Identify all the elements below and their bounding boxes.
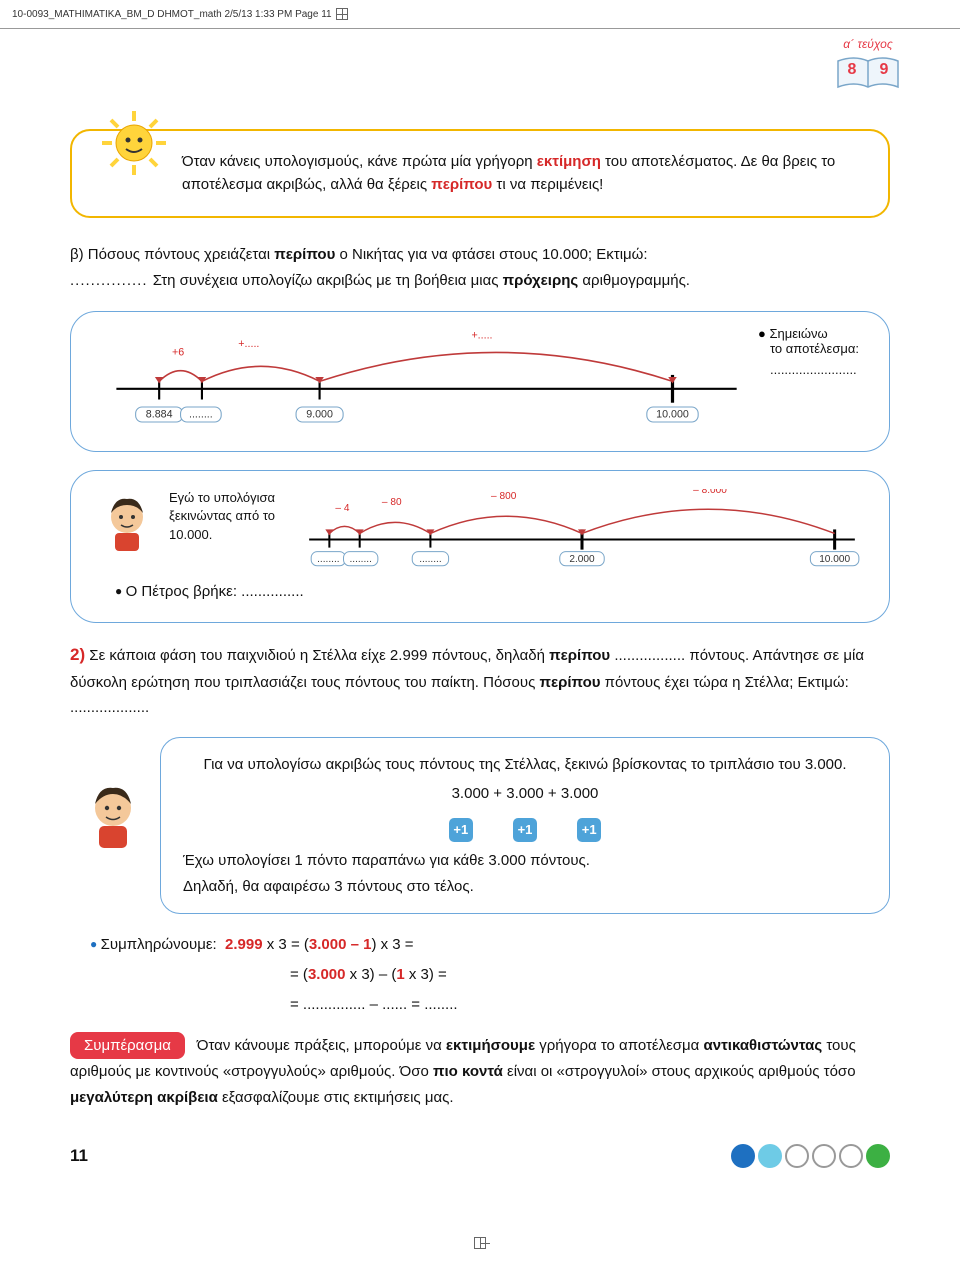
nl1-plus6: +6 [172,347,184,359]
progress-bead [812,1144,836,1168]
crop-mark-icon [336,8,348,20]
print-header: 10-0093_MATHIMATIKA_BM_D DHMOT_math 2/5/… [0,0,960,24]
boy-avatar-icon-2 [77,778,149,850]
svg-text:........: ........ [349,554,371,565]
book-page-right: 9 [880,61,889,79]
conclusion-block: Συμπέρασμα Όταν κάνουμε πράξεις, μπορούμ… [70,1032,890,1110]
eq-blank-line: = ............... – ...... = ........ [290,990,890,1020]
page-content: α´ τεύχος 8 9 [0,29,960,1208]
tip-text: Όταν κάνεις υπολογισμούς, κάνε πρώτα μία… [182,151,868,196]
plus1-badge: +1 [449,818,473,842]
progress-bead [866,1144,890,1168]
speech-bubble: Εγώ το υπολόγισα ξεκινώντας από το 10.00… [169,489,289,544]
bubble-sum: 3.000 + 3.000 + 3.000 [183,781,867,807]
tip-bold-2: περίπου [431,176,492,193]
nl1-plus-blank: +..... [238,338,259,350]
fill-dots [70,272,153,289]
petros-found: Ο Πέτρος βρήκε: ............... [115,583,865,600]
tip-box: Όταν κάνεις υπολογισμούς, κάνε πρώτα μία… [70,129,890,218]
equation-block: Συμπληρώνουμε: 2.999 x 3 = (3.000 – 1) x… [90,930,890,1020]
svg-text:10.000: 10.000 [819,554,850,565]
plus1-row: +1 +1 +1 [183,817,867,843]
svg-text:– 800: – 800 [491,491,517,502]
book-page-left: 8 [848,61,857,79]
plus1-badge: +1 [513,818,537,842]
crop-mark-icon [474,1237,486,1249]
question-b: β) Πόσους πόντους χρειάζεται περίπου ο Ν… [70,242,890,293]
nl1-big-plus: +..... [471,330,492,342]
boy-avatar-icon [95,489,159,553]
svg-text:– 8.000: – 8.000 [693,489,727,496]
svg-text:– 80: – 80 [382,497,402,508]
nl1-blank: ........ [189,409,213,421]
book-icon: 8 9 [836,53,900,95]
book-badge: α´ τεύχος 8 9 [836,37,900,95]
bubble-line4: Δηλαδή, θα αφαιρέσω 3 πόντους στο τέλος. [183,874,867,900]
file-tag: 10-0093_MATHIMATIKA_BM_D DHMOT_math 2/5/… [12,9,332,20]
footer-crop [0,1236,960,1252]
calc-bubble: Για να υπολογίσω ακριβώς τους πόντους τη… [160,737,890,915]
exercise-2-text: 2) Σε κάποια φάση του παιχνιδιού η Στέλλ… [70,641,890,721]
progress-bead [731,1144,755,1168]
nl1-t2: 9.000 [306,409,333,421]
svg-text:– 4: – 4 [335,503,349,514]
bubble-line3: Έχω υπολογίσει 1 πόντο παραπάνω για κάθε… [183,848,867,874]
page-number: 11 [70,1146,88,1166]
conclusion-badge: Συμπέρασμα [70,1032,185,1059]
progress-bead [785,1144,809,1168]
svg-text:........: ........ [317,554,339,565]
numberline-box-2: Εγώ το υπολόγισα ξεκινώντας από το 10.00… [70,470,890,623]
tip-bold-1: εκτίμηση [537,153,601,170]
nl1-note: ● Σημειώνω το αποτέλεσμα: ..............… [758,326,859,377]
numberline-2: – 4 – 80 – 800 – 8.000 ........ ........… [299,489,865,570]
tome-label: α´ τεύχος [836,37,900,51]
plus1-badge: +1 [577,818,601,842]
ex2-number: 2) [70,645,85,664]
nl1-t3: 10.000 [656,409,689,421]
bead-row [731,1144,890,1168]
footer: 11 [70,1144,890,1168]
bubble-line1: Για να υπολογίσω ακριβώς τους πόντους τη… [183,752,867,778]
svg-text:2.000: 2.000 [569,554,595,565]
progress-bead [839,1144,863,1168]
progress-bead [758,1144,782,1168]
numberline-1: +6 +..... +..... 8.884 ........ 9.000 10… [95,330,865,426]
numberline-box-1: +6 +..... +..... 8.884 ........ 9.000 10… [70,311,890,452]
eq-bullet [90,936,101,953]
svg-text:........: ........ [419,554,441,565]
sun-mascot-icon [98,107,170,179]
nl1-start: 8.884 [146,409,173,421]
